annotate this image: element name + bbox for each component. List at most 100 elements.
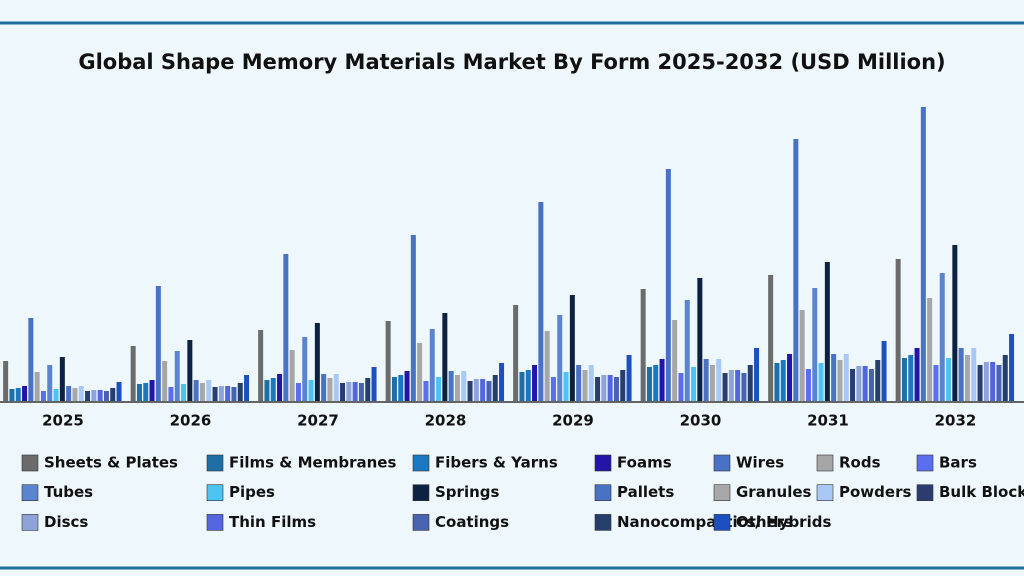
legend-swatch xyxy=(21,454,39,472)
legend-swatch xyxy=(206,454,224,472)
bar xyxy=(952,245,958,401)
bar xyxy=(423,381,429,401)
bar xyxy=(181,384,187,401)
bar xyxy=(964,355,970,401)
x-tick-label: 2028 xyxy=(425,412,467,430)
x-tick-label: 2030 xyxy=(680,412,722,430)
bar xyxy=(914,348,920,401)
legend-label: Powders xyxy=(839,483,911,501)
bar xyxy=(365,378,371,401)
legend-swatch xyxy=(594,454,612,472)
bar xyxy=(308,380,314,401)
bar xyxy=(231,387,237,401)
bar xyxy=(72,388,78,401)
bar xyxy=(492,375,498,401)
bar xyxy=(187,340,193,401)
x-tick-label: 2032 xyxy=(935,412,977,430)
legend-label: Rods xyxy=(839,454,881,472)
bar xyxy=(218,386,224,401)
bar xyxy=(824,262,830,401)
bar xyxy=(258,330,264,401)
legend-swatch xyxy=(206,514,224,531)
bar xyxy=(939,273,945,401)
bar xyxy=(920,107,926,401)
bar xyxy=(831,354,837,401)
bar xyxy=(321,374,327,401)
bar xyxy=(212,387,218,401)
bar xyxy=(812,288,818,401)
legend-swatch xyxy=(21,484,39,502)
bar xyxy=(264,380,270,401)
legend-swatch xyxy=(594,484,612,502)
bar xyxy=(461,371,467,401)
bar xyxy=(691,367,697,401)
bar xyxy=(34,372,40,401)
bar xyxy=(799,310,805,401)
bar xyxy=(908,355,914,401)
legend-label: Springs xyxy=(435,483,499,501)
bar xyxy=(162,361,168,401)
x-tick-label: 2031 xyxy=(807,412,849,430)
bar xyxy=(780,360,786,401)
bar xyxy=(977,365,983,401)
bar xyxy=(735,370,741,401)
chart-title: Global Shape Memory Materials Market By … xyxy=(78,50,945,74)
bar xyxy=(626,355,632,401)
bar xyxy=(722,373,728,401)
legend-label: Pipes xyxy=(229,483,275,501)
bar xyxy=(358,383,364,401)
legend-swatch xyxy=(816,454,834,472)
legend-label: Thin Films xyxy=(229,513,316,531)
bar xyxy=(480,379,486,401)
bar xyxy=(302,337,308,401)
bar xyxy=(659,359,665,401)
bar xyxy=(620,370,626,401)
bar xyxy=(327,378,333,401)
bar xyxy=(47,365,53,401)
bar xyxy=(895,259,901,401)
bar xyxy=(346,382,352,401)
bar xyxy=(525,370,531,401)
legend-swatch xyxy=(816,484,834,502)
legend-label: Bulk Blocks xyxy=(939,483,1024,501)
bar xyxy=(958,348,964,401)
bar xyxy=(130,346,136,401)
bar xyxy=(805,369,811,401)
legend-swatch xyxy=(412,454,430,472)
bar xyxy=(927,298,933,401)
bar xyxy=(289,350,295,401)
bar xyxy=(881,341,887,401)
bar xyxy=(136,384,142,401)
bar xyxy=(550,377,556,401)
bar xyxy=(155,286,161,401)
bar xyxy=(850,369,856,401)
bar xyxy=(116,382,122,401)
bar xyxy=(1002,355,1008,401)
bar xyxy=(640,289,646,401)
bar xyxy=(22,386,28,401)
legend-label: Others xyxy=(736,513,793,531)
bar xyxy=(653,365,659,401)
bar xyxy=(678,373,684,401)
bar xyxy=(856,366,862,401)
bar xyxy=(793,139,799,401)
bar xyxy=(983,362,989,401)
bar xyxy=(371,367,377,401)
bar xyxy=(78,386,84,401)
bar xyxy=(837,360,843,401)
bar xyxy=(110,388,116,401)
legend-label: Discs xyxy=(44,513,88,531)
bar xyxy=(563,372,569,401)
bar xyxy=(646,367,652,401)
bar xyxy=(875,360,881,401)
bar xyxy=(277,374,283,401)
bar xyxy=(91,390,97,401)
bar xyxy=(499,363,505,401)
bar xyxy=(933,365,939,401)
bar xyxy=(410,235,416,401)
legend-label: Sheets & Plates xyxy=(44,454,178,472)
bar xyxy=(66,386,72,401)
bar xyxy=(40,391,46,401)
